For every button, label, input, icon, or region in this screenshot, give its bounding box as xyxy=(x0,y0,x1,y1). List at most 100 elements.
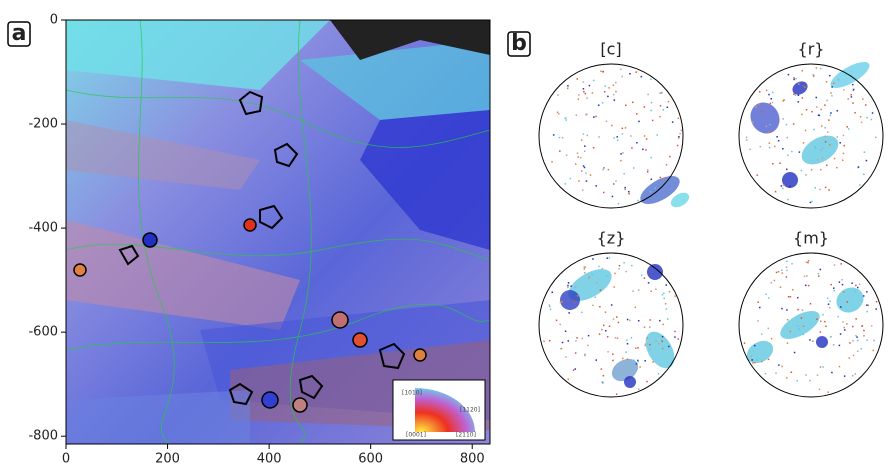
scatter-dot xyxy=(853,355,855,357)
scatter-dot xyxy=(603,192,605,194)
scatter-dot xyxy=(660,105,662,107)
scatter-dot xyxy=(822,157,824,159)
scatter-dot xyxy=(778,271,780,273)
scatter-dot xyxy=(557,112,559,114)
scatter-dot xyxy=(623,173,625,175)
scatter-dot xyxy=(651,179,653,181)
scatter-dot xyxy=(559,137,561,139)
scatter-dot xyxy=(573,369,575,371)
scatter-dot xyxy=(607,351,609,353)
scatter-dot xyxy=(804,86,806,88)
scatter-dot xyxy=(862,98,864,100)
scatter-dot xyxy=(677,145,679,147)
scatter-dot xyxy=(612,196,614,198)
scatter-dot xyxy=(839,281,841,283)
scatter-dot xyxy=(599,306,601,308)
scatter-dot xyxy=(646,138,648,140)
scatter-dot xyxy=(830,112,832,114)
scatter-dot xyxy=(613,286,615,288)
scatter-dot xyxy=(649,344,651,346)
scatter-dot xyxy=(819,115,821,117)
scatter-dot xyxy=(769,142,771,144)
scatter-dot xyxy=(843,153,845,155)
scatter-dot xyxy=(625,105,627,107)
scatter-dot xyxy=(644,135,646,137)
scatter-dot xyxy=(825,326,827,328)
scatter-dot xyxy=(769,124,771,126)
scatter-dot xyxy=(662,109,664,111)
scatter-dot xyxy=(578,94,580,96)
scatter-dot xyxy=(816,318,818,320)
scatter-dot xyxy=(840,333,842,335)
scatter-dot xyxy=(849,357,851,359)
scatter-dot xyxy=(644,106,646,108)
scatter-dot xyxy=(613,183,615,185)
scatter-dot xyxy=(855,318,857,320)
scatter-dot xyxy=(822,314,824,316)
density-blob xyxy=(644,261,666,283)
scatter-dot xyxy=(825,141,827,143)
scatter-dot xyxy=(782,118,784,120)
scatter-dot xyxy=(613,84,615,86)
scatter-dot xyxy=(635,71,637,73)
scatter-dot xyxy=(549,340,551,342)
scatter-dot xyxy=(810,303,812,305)
scatter-dot xyxy=(652,361,654,363)
scatter-dot xyxy=(570,285,572,287)
scatter-dot xyxy=(601,368,603,370)
scatter-dot xyxy=(661,340,663,342)
scatter-dot xyxy=(639,366,641,368)
scatter-dot xyxy=(678,338,680,340)
scatter-dot xyxy=(755,106,757,108)
scatter-dot xyxy=(561,348,563,350)
scatter-dot xyxy=(790,296,792,298)
scatter-dot xyxy=(627,319,629,321)
scatter-dot xyxy=(678,137,680,139)
scatter-dot xyxy=(847,301,849,303)
scatter-dot xyxy=(759,104,761,106)
scatter-dot xyxy=(603,375,605,377)
scatter-dot xyxy=(637,200,639,202)
scatter-dot xyxy=(553,134,555,136)
scatter-dot xyxy=(595,116,597,118)
scatter-dot xyxy=(787,342,789,344)
scatter-dot xyxy=(565,331,567,333)
scatter-dot xyxy=(561,301,563,303)
scatter-dot xyxy=(577,78,579,80)
scatter-dot xyxy=(752,122,754,124)
scatter-dot xyxy=(805,130,807,132)
scatter-dot xyxy=(567,88,569,90)
scatter-dot xyxy=(609,325,611,327)
scatter-dot xyxy=(663,298,665,300)
scatter-dot xyxy=(575,340,577,342)
scatter-dot xyxy=(822,147,824,149)
scatter-dot xyxy=(829,75,831,77)
scatter-dot xyxy=(806,261,808,263)
scatter-dot xyxy=(658,373,660,375)
scatter-dot xyxy=(605,330,607,332)
scatter-dot xyxy=(628,193,630,195)
scatter-dot xyxy=(798,328,800,330)
scatter-dot xyxy=(841,279,843,281)
scatter-dot xyxy=(604,91,606,93)
scatter-dot xyxy=(828,303,830,305)
scatter-dot xyxy=(793,93,795,95)
scatter-dot xyxy=(596,359,598,361)
scatter-dot xyxy=(568,312,570,314)
density-blob xyxy=(814,334,830,350)
scatter-dot xyxy=(775,191,777,193)
scatter-dot xyxy=(629,73,631,75)
scatter-dot xyxy=(778,140,780,142)
scatter-dot xyxy=(585,93,587,95)
scatter-dot xyxy=(856,336,858,338)
scatter-dot xyxy=(611,304,613,306)
scatter-dot xyxy=(672,121,674,123)
scatter-dot xyxy=(771,98,773,100)
scatter-dot xyxy=(774,146,776,148)
scatter-dot xyxy=(761,361,763,363)
panel-label: a xyxy=(12,21,27,46)
scatter-dot xyxy=(659,320,661,322)
scatter-dot xyxy=(820,321,822,323)
scatter-dot xyxy=(620,160,622,162)
scatter-dot xyxy=(836,136,838,138)
